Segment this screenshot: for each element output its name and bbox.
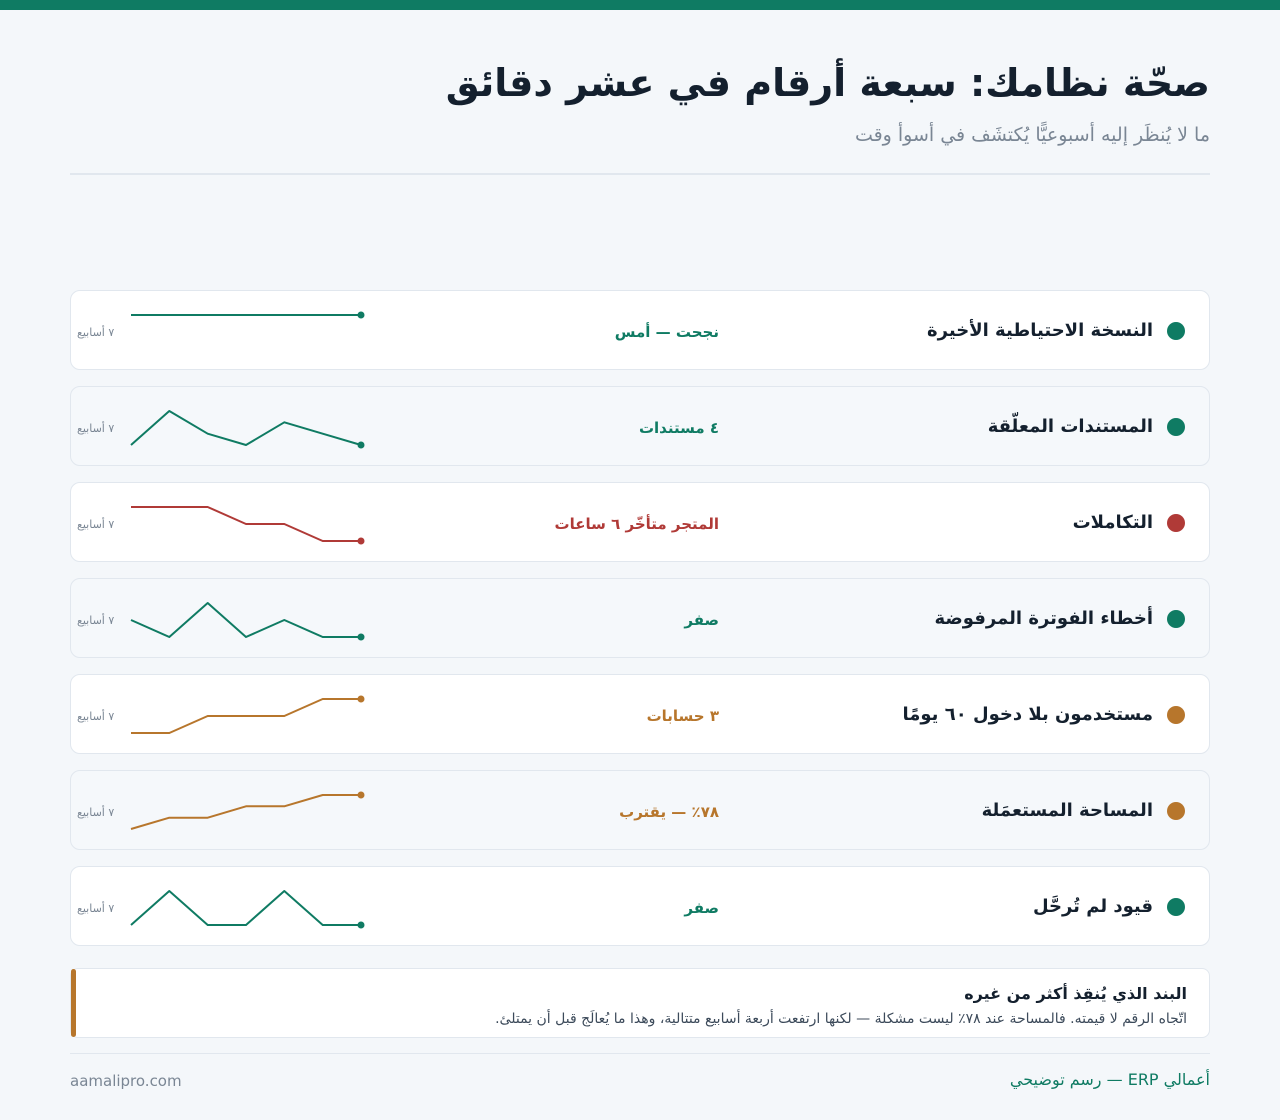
status-dot-icon <box>1167 898 1185 916</box>
trend-endpoint <box>357 537 365 545</box>
trend-line <box>130 890 361 926</box>
metric-row: المستندات المعلّقة ٤ مستندات ٧ أسابيع <box>70 386 1210 466</box>
trend-endpoint <box>357 441 365 449</box>
metric-value: صفر <box>684 611 719 629</box>
footer-site-link[interactable]: aamalipro.com <box>70 1072 182 1090</box>
trend-sparkline <box>131 311 365 319</box>
metric-row: المساحة المستعمَلة ٧٨٪ — يقترب ٧ أسابيع <box>70 770 1210 850</box>
trend-endpoint <box>357 695 365 703</box>
metric-value: ٤ مستندات <box>638 419 719 437</box>
footer-brand: أعمالي ERP — رسم توضيحي <box>1009 1070 1210 1089</box>
metric-label: النسخة الاحتياطية الأخيرة <box>927 320 1153 341</box>
metric-row: التكاملات المتجر متأخّر ٦ ساعات ٧ أسابيع <box>70 482 1210 562</box>
callout-text: اتّجاه الرقم لا قيمته. فالمساحة عند ٧٨٪ … <box>495 1011 1187 1027</box>
trend-period-label: ٧ أسابيع <box>77 806 115 819</box>
top-accent-bar <box>0 0 1280 10</box>
callout-accent-bar <box>71 969 76 1037</box>
trend-endpoint <box>357 791 365 799</box>
metric-label: قيود لم تُرحَّل <box>1032 896 1153 917</box>
trend-endpoint <box>357 633 365 641</box>
metric-row: النسخة الاحتياطية الأخيرة نجحت — أمس ٧ أسا… <box>70 290 1210 370</box>
metric-label: التكاملات <box>1072 512 1153 533</box>
metric-value: نجحت — أمس <box>614 323 719 341</box>
trend-sparkline <box>130 602 365 641</box>
trend-line <box>131 698 361 734</box>
metric-row: أخطاء الفوترة المرفوضة صفر ٧ أسابيع <box>70 578 1210 658</box>
footer-divider <box>70 1053 1210 1054</box>
page-subtitle: ما لا يُنظَر إليه أسبوعيًّا يُكتشَف في أ… <box>854 124 1210 146</box>
metric-value: صفر <box>684 899 719 917</box>
trend-period-label: ٧ أسابيع <box>77 614 115 627</box>
metric-label: المساحة المستعمَلة <box>981 800 1153 821</box>
metric-value: المتجر متأخّر ٦ ساعات <box>554 515 719 533</box>
insight-callout: البند الذي يُنقِذ أكثر من غيره اتّجاه ال… <box>70 968 1210 1038</box>
callout-title: البند الذي يُنقِذ أكثر من غيره <box>964 984 1187 1003</box>
trend-line <box>130 410 362 446</box>
trend-period-label: ٧ أسابيع <box>77 518 115 531</box>
trend-sparkline <box>130 791 365 830</box>
status-dot-icon <box>1167 610 1185 628</box>
page-title: صحّة نظامك: سبعة أرقام في عشر دقائق <box>445 61 1210 105</box>
status-dot-icon <box>1167 322 1185 340</box>
trend-sparkline <box>131 695 365 734</box>
trend-sparkline <box>130 410 365 449</box>
trend-period-label: ٧ أسابيع <box>77 710 115 723</box>
header-divider <box>70 173 1210 175</box>
trend-sparkline <box>131 506 365 545</box>
trend-line <box>130 794 361 830</box>
metric-row: قيود لم تُرحَّل صفر ٧ أسابيع <box>70 866 1210 946</box>
trend-endpoint <box>357 921 365 929</box>
trend-period-label: ٧ أسابيع <box>77 326 115 339</box>
status-dot-icon <box>1167 418 1185 436</box>
metric-value: ٧٨٪ — يقترب <box>619 803 719 821</box>
metric-label: أخطاء الفوترة المرفوضة <box>934 608 1154 629</box>
metric-label: المستندات المعلّقة <box>987 416 1153 437</box>
trend-line <box>131 506 361 542</box>
metric-row: مستخدمون بلا دخول ٦٠ يومًا ٣ حسابات ٧ أساب… <box>70 674 1210 754</box>
metric-label: مستخدمون بلا دخول ٦٠ يومًا <box>902 704 1153 725</box>
metric-value: ٣ حسابات <box>646 707 719 725</box>
status-dot-icon <box>1167 706 1185 724</box>
trend-sparkline <box>130 890 365 929</box>
trend-line <box>130 602 361 638</box>
status-dot-icon <box>1167 514 1185 532</box>
page-header: صحّة نظامك: سبعة أرقام في عشر دقائق ما ل… <box>70 56 1210 148</box>
metrics-list: النسخة الاحتياطية الأخيرة نجحت — أمس ٧ أسا… <box>70 290 1210 962</box>
trend-period-label: ٧ أسابيع <box>77 902 115 915</box>
trend-period-label: ٧ أسابيع <box>77 422 115 435</box>
trend-endpoint <box>357 311 365 319</box>
status-dot-icon <box>1167 802 1185 820</box>
